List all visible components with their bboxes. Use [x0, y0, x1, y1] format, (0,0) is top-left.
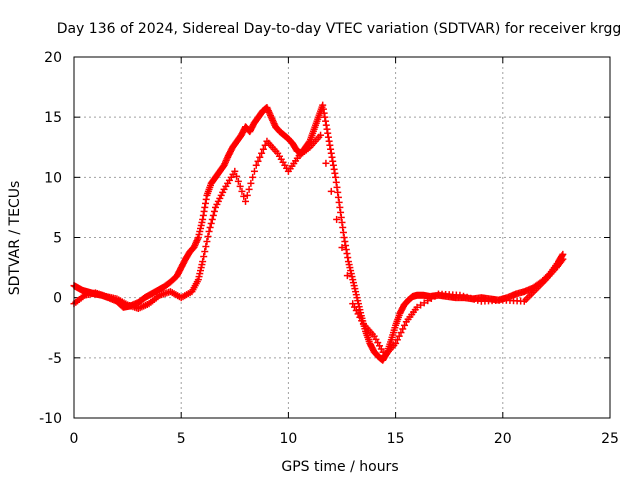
data-point	[417, 301, 425, 309]
data-point	[242, 197, 250, 205]
data-point	[395, 332, 403, 340]
data-point	[431, 292, 439, 300]
data-point	[207, 219, 215, 227]
x-tick-label: 20	[494, 431, 512, 447]
x-axis-label: GPS time / hours	[281, 459, 398, 475]
data-point	[243, 191, 251, 199]
data-point	[456, 291, 464, 299]
data-point	[474, 296, 482, 304]
data-point	[317, 131, 325, 139]
data-point	[209, 211, 217, 219]
plot-frame	[73, 56, 611, 419]
data-point	[463, 293, 471, 301]
data-point	[427, 294, 435, 302]
y-tick-label: 5	[53, 231, 62, 247]
data-points	[70, 101, 567, 364]
y-tick-label: 15	[44, 110, 62, 126]
data-point	[210, 207, 218, 215]
data-point	[254, 157, 262, 165]
data-point	[392, 339, 400, 347]
data-point	[338, 244, 346, 252]
data-point	[240, 192, 248, 200]
data-point	[401, 321, 409, 329]
data-point	[259, 145, 267, 153]
x-tick-label: 15	[387, 431, 405, 447]
y-tick-label: 20	[44, 50, 62, 66]
y-axis-label: SDTVAR / TECUs	[7, 181, 23, 296]
data-point	[199, 258, 207, 266]
y-tick-label: -5	[48, 351, 62, 367]
data-point	[249, 173, 257, 181]
x-tick-label: 25	[601, 431, 619, 447]
data-point	[208, 215, 216, 223]
data-point	[236, 182, 244, 190]
x-tick-label: 10	[279, 431, 297, 447]
data-point	[322, 159, 330, 167]
data-point	[200, 253, 208, 261]
data-point	[203, 238, 211, 246]
data-point	[245, 185, 253, 193]
data-point	[413, 303, 421, 311]
y-tick-label: -10	[39, 411, 62, 427]
data-point	[201, 248, 209, 256]
data-point	[558, 257, 566, 265]
data-point	[238, 187, 246, 195]
data-point	[424, 297, 432, 305]
x-tick-label: 0	[70, 431, 79, 447]
data-point	[397, 329, 405, 337]
data-point	[233, 172, 241, 180]
chart-title: Day 136 of 2024, Sidereal Day-to-day VTE…	[57, 21, 622, 37]
data-point	[206, 223, 214, 231]
data-point	[231, 167, 239, 175]
data-point	[234, 177, 242, 185]
y-tick-label: 0	[53, 291, 62, 307]
data-point	[420, 299, 428, 307]
data-point	[333, 215, 341, 223]
data-point	[256, 153, 264, 161]
data-point	[252, 161, 260, 169]
data-point	[327, 187, 335, 195]
data-point	[559, 255, 567, 263]
data-point	[205, 227, 213, 235]
y-tick-label: 10	[44, 170, 62, 186]
data-point	[399, 325, 407, 333]
data-point	[247, 179, 255, 187]
data-point	[258, 149, 266, 157]
data-point	[202, 243, 210, 251]
data-point	[343, 272, 351, 280]
data-point	[393, 336, 401, 344]
data-point	[204, 232, 212, 240]
data-point	[250, 167, 258, 175]
data-point	[470, 295, 478, 303]
x-tick-label: 5	[177, 431, 186, 447]
data-point	[459, 292, 467, 300]
data-point	[467, 294, 475, 302]
tick-labels: 0 5 10 15 20 25 -10 -5 0 5 10 15 20	[39, 50, 619, 447]
